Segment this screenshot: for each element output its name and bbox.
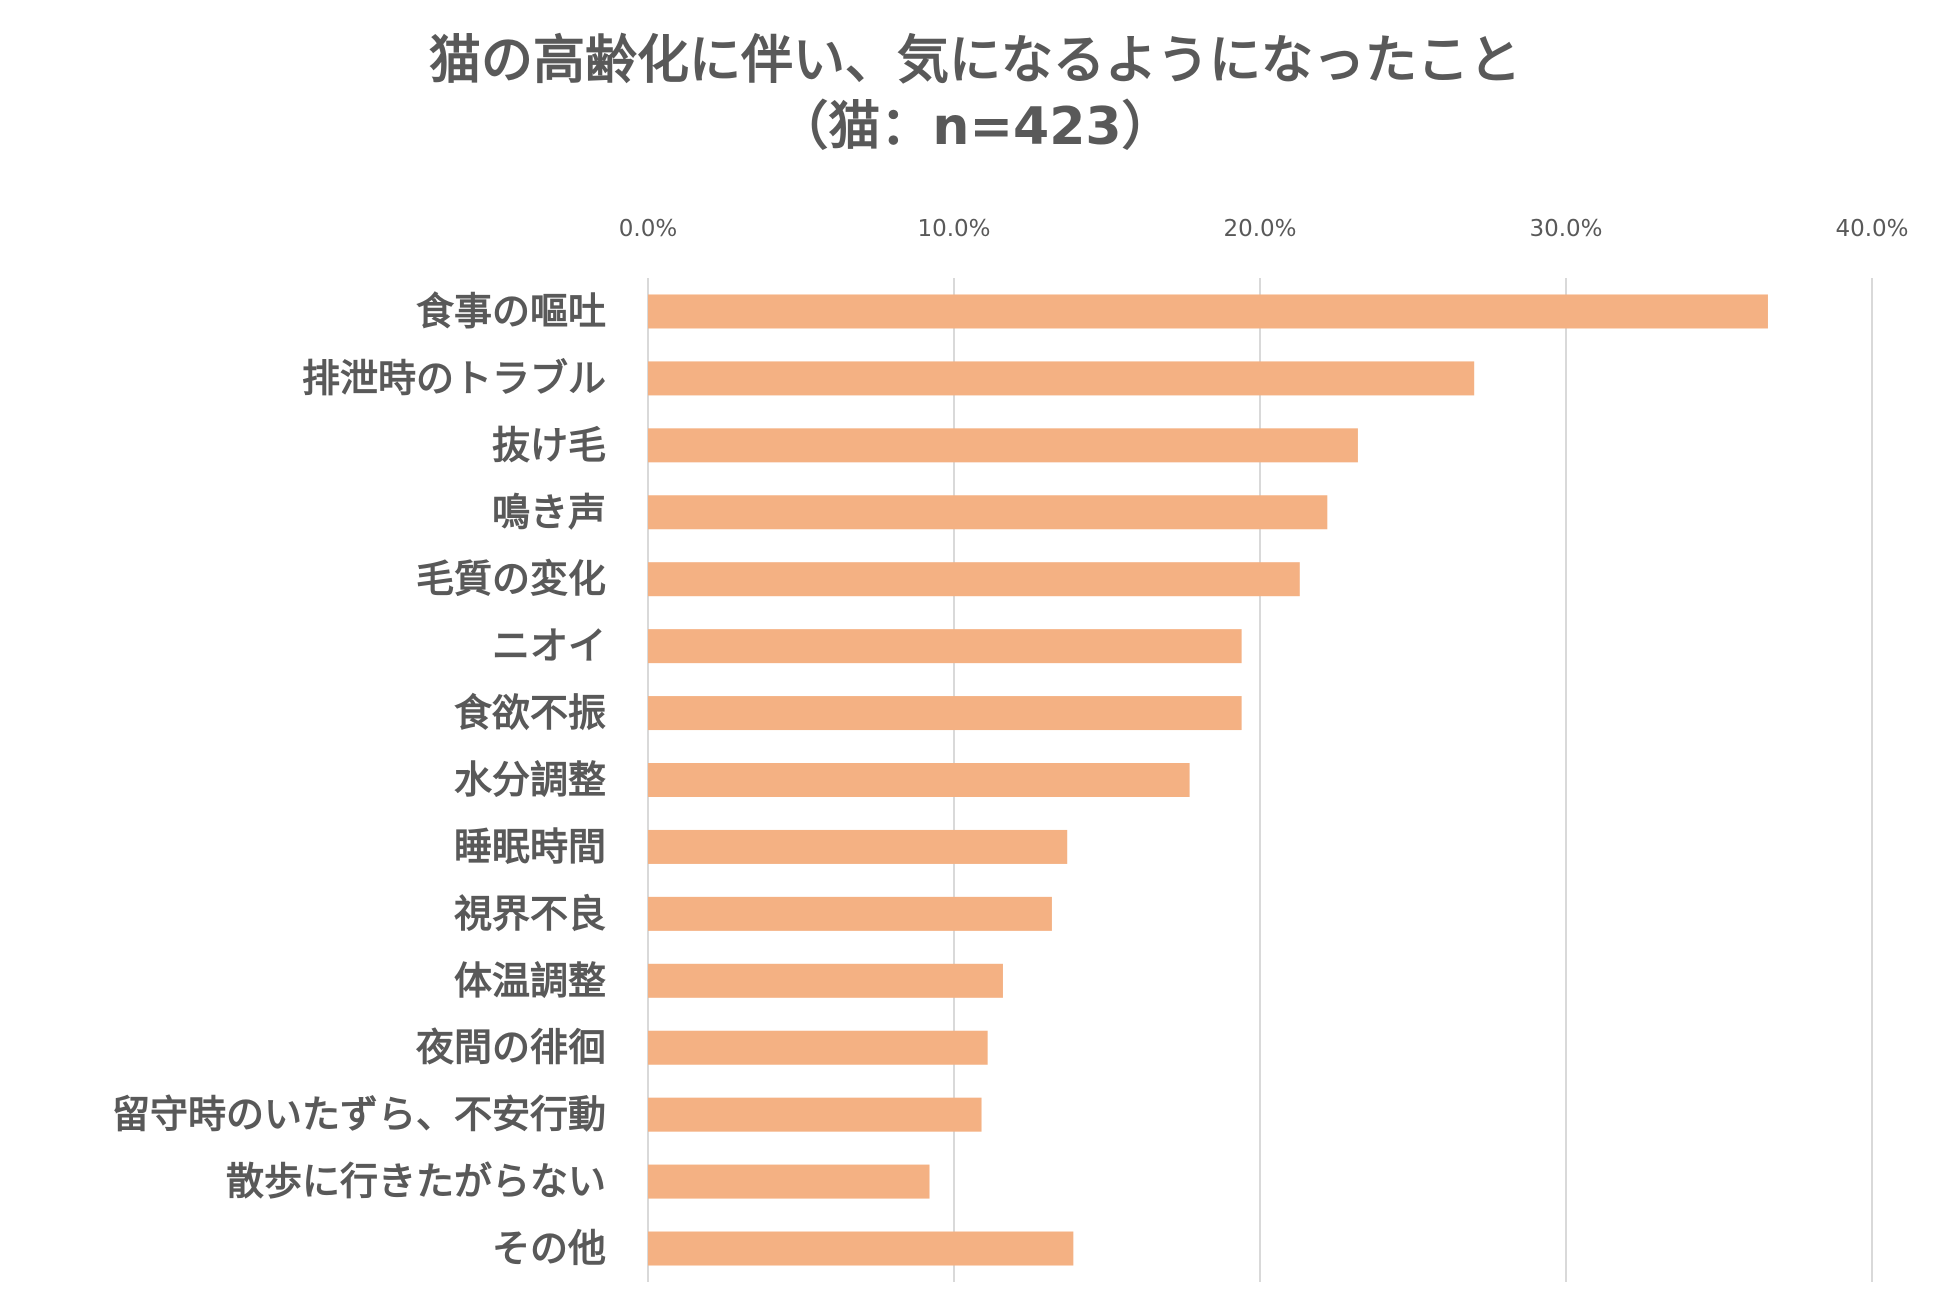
category-label: 食事の嘔吐 — [416, 289, 606, 333]
category-labels: 食事の嘔吐排泄時のトラブル抜け毛鳴き声毛質の変化ニオイ食欲不振水分調整睡眠時間視… — [112, 289, 606, 1270]
category-label: 排泄時のトラブル — [302, 356, 606, 400]
bar — [648, 361, 1475, 396]
category-label: 睡眠時間 — [454, 825, 606, 869]
category-label: 留守時のいたずら、不安行動 — [112, 1093, 606, 1137]
category-label: ニオイ — [492, 624, 606, 668]
bar — [648, 562, 1300, 597]
bar — [648, 829, 1068, 864]
bar — [648, 1030, 988, 1065]
x-tick-label: 40.0% — [1835, 216, 1908, 242]
category-label: 鳴き声 — [492, 490, 606, 534]
bar — [648, 696, 1242, 731]
category-label: 抜け毛 — [492, 423, 606, 467]
x-axis-tick-labels: 0.0% 10.0% 20.0% 30.0% 40.0% — [619, 216, 1909, 242]
chart-title-sample-size: （猫：n=423） — [776, 97, 1174, 157]
bar — [648, 1164, 930, 1199]
chart-title: 猫の高齢化に伴い、気になるようになったこと （猫：n=423） — [0, 28, 1950, 160]
bar — [648, 896, 1052, 931]
bar — [648, 963, 1003, 998]
x-tick-label: 10.0% — [917, 216, 990, 242]
x-tick-label: 0.0% — [619, 216, 677, 242]
category-label: 毛質の変化 — [416, 557, 606, 601]
bar — [648, 495, 1328, 530]
x-tick-label: 30.0% — [1529, 216, 1602, 242]
bar — [648, 1097, 982, 1132]
bar — [648, 294, 1768, 329]
category-label: 夜間の徘徊 — [415, 1026, 606, 1070]
x-tick-label: 20.0% — [1223, 216, 1296, 242]
category-label: 食欲不振 — [454, 691, 606, 735]
category-label: 視界不良 — [454, 892, 606, 936]
bar — [648, 629, 1242, 664]
bars — [648, 294, 1768, 1266]
category-label: 水分調整 — [454, 758, 606, 802]
chart-title-main: 猫の高齢化に伴い、気になるようになったこと — [428, 31, 1521, 91]
bar — [648, 428, 1358, 463]
category-label: 体温調整 — [454, 959, 606, 1003]
bar — [648, 1231, 1074, 1266]
category-label: その他 — [492, 1227, 606, 1271]
category-label: 散歩に行きたがらない — [226, 1160, 606, 1204]
bar — [648, 763, 1190, 797]
